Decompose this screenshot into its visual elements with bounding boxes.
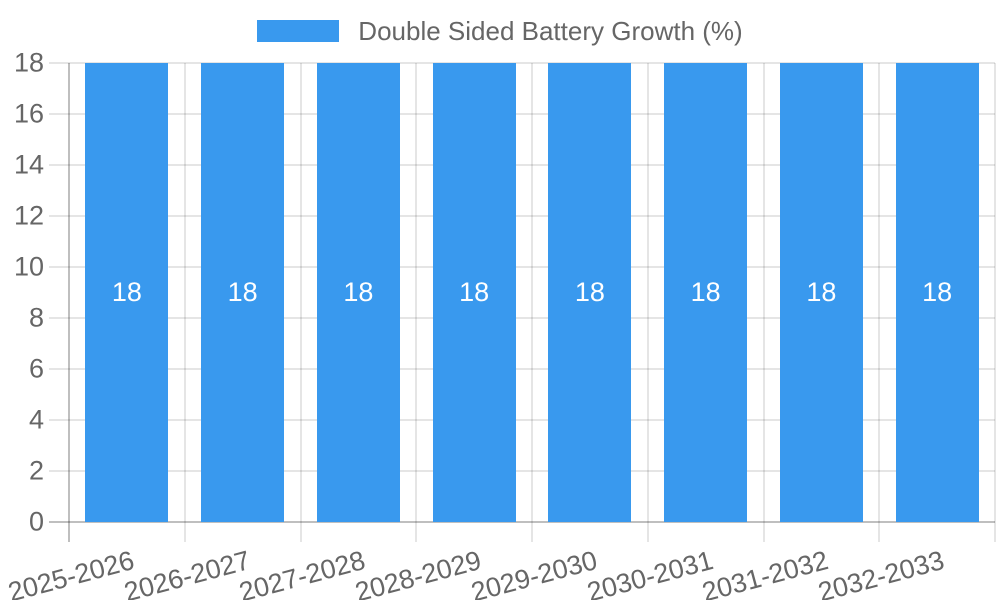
y-gridline	[49, 215, 995, 217]
y-tick-label: 6	[28, 353, 44, 384]
x-gridline	[762, 63, 765, 542]
bar-value-label: 18	[343, 277, 374, 307]
y-gridline	[49, 164, 995, 166]
bar-value-label: 18	[574, 277, 605, 307]
bar-value-label: 18	[111, 277, 142, 307]
x-gridline	[994, 63, 996, 542]
x-axis-line	[49, 521, 995, 523]
x-tick-label: 2031-2032	[699, 545, 832, 600]
x-gridline	[299, 63, 302, 542]
y-gridline	[49, 368, 995, 370]
x-gridline	[646, 63, 649, 542]
x-gridline	[183, 63, 186, 542]
bar[interactable]: 18	[664, 63, 748, 522]
bar[interactable]: 18	[85, 63, 169, 522]
y-gridline	[49, 62, 995, 64]
legend-label: Double Sided Battery Growth (%)	[358, 16, 743, 46]
y-gridline	[49, 419, 995, 421]
y-tick-label: 4	[28, 404, 44, 435]
bar-value-label: 18	[690, 277, 721, 307]
y-gridline	[49, 317, 995, 319]
x-tick-label: 2026-2027	[120, 545, 253, 600]
bar[interactable]: 18	[895, 63, 979, 522]
bar-value-label: 18	[459, 277, 490, 307]
x-gridline	[415, 63, 418, 542]
x-tick-label: 2025-2026	[4, 545, 138, 600]
y-tick-label: 0	[28, 506, 44, 537]
y-tick-label: 2	[28, 455, 44, 486]
bar-value-label: 18	[806, 277, 837, 307]
y-tick-label: 8	[28, 302, 44, 333]
legend-swatch	[257, 20, 340, 42]
y-tick-label: 12	[13, 200, 44, 231]
x-tick-label: 2032-2033	[814, 545, 948, 600]
y-gridline	[49, 266, 995, 268]
y-axis-line	[68, 63, 70, 542]
y-gridline	[49, 470, 995, 472]
bar-value-label: 18	[922, 277, 953, 307]
x-tick-label: 2029-2030	[467, 545, 601, 600]
y-tick-label: 14	[13, 149, 44, 180]
x-tick-label: 2028-2029	[351, 545, 485, 600]
bar-value-label: 18	[227, 277, 258, 307]
y-tick-label: 18	[13, 47, 44, 78]
y-tick-label: 10	[13, 251, 44, 282]
bar[interactable]: 18	[432, 63, 516, 522]
x-gridline	[878, 63, 881, 542]
x-gridline	[531, 63, 533, 542]
bar[interactable]: 18	[201, 63, 285, 522]
bar[interactable]: 18	[779, 63, 863, 522]
y-gridline	[49, 113, 995, 115]
legend[interactable]: Double Sided Battery Growth (%)	[0, 18, 1000, 44]
y-tick-label: 16	[13, 98, 44, 129]
bar[interactable]: 18	[548, 63, 632, 522]
x-tick-label: 2027-2028	[236, 545, 369, 600]
x-tick-label: 2030-2031	[583, 545, 716, 600]
bar[interactable]: 18	[316, 63, 400, 522]
